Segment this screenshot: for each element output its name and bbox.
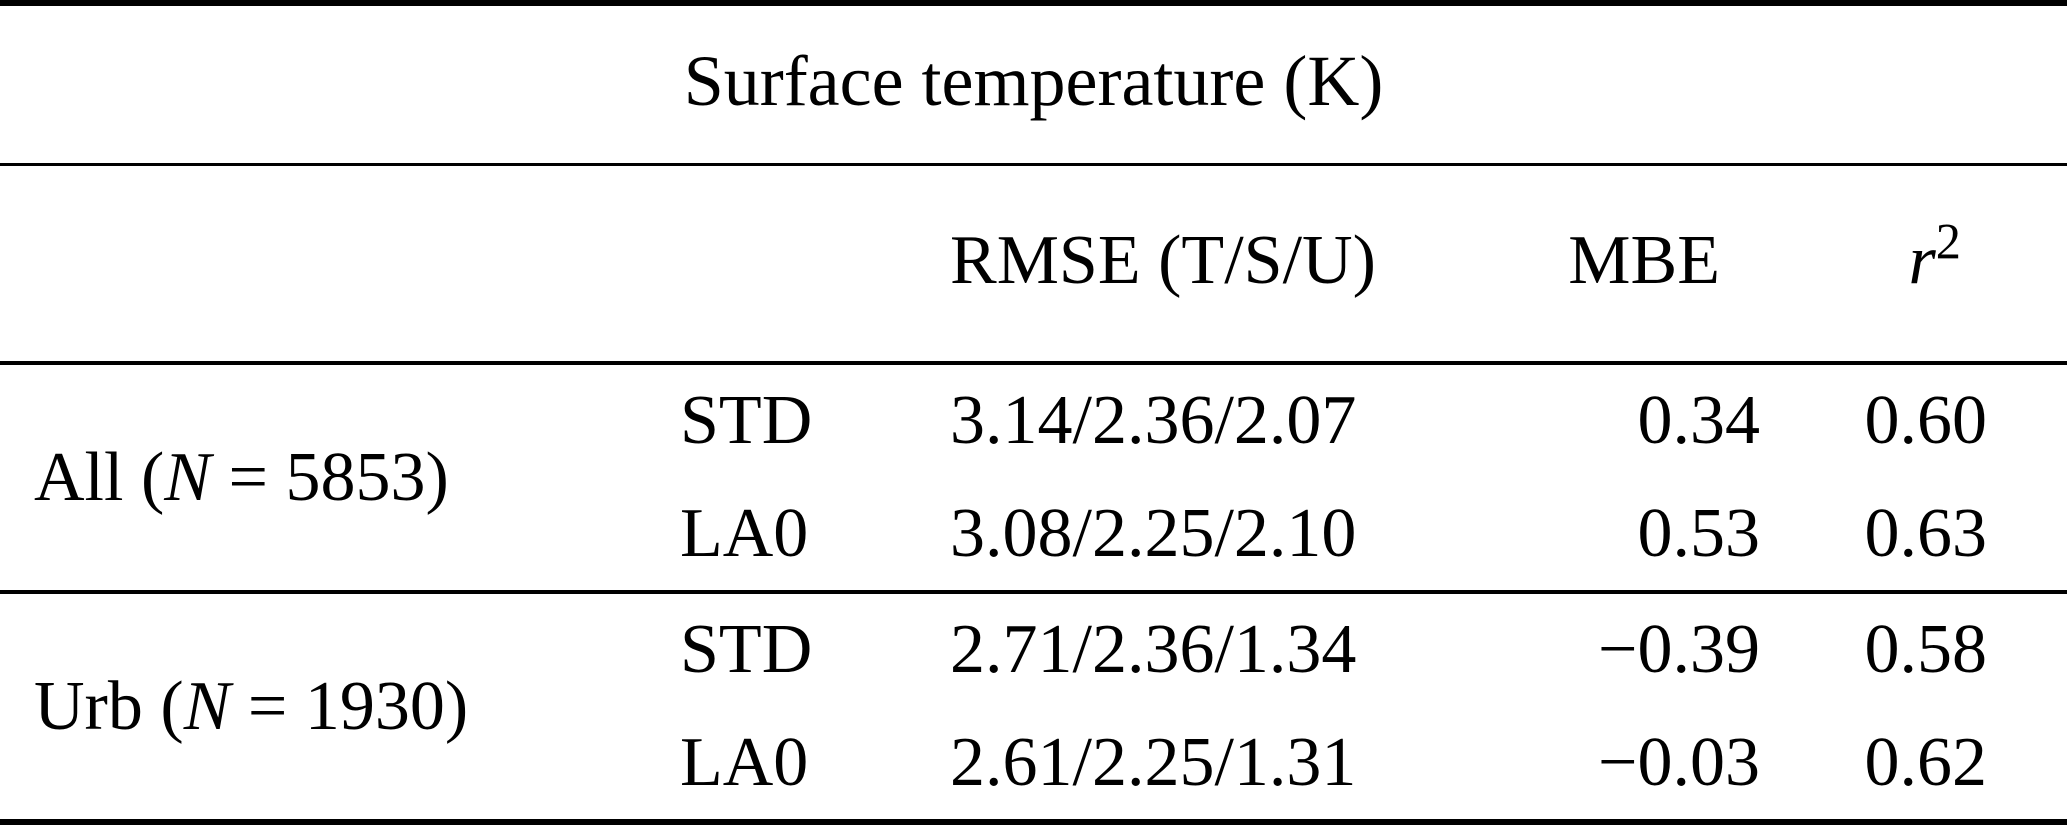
rmse-value: 2.71/2.36/1.34 <box>950 611 1357 689</box>
table-row: All (N = 5853) STD 3.14/2.36/2.07 0.34 0… <box>0 363 2067 515</box>
r2-value: 0.62 <box>1864 723 1988 801</box>
n-symbol: N <box>164 438 211 516</box>
model-name: LA0 <box>680 723 809 801</box>
col-header-empty-model <box>640 164 910 363</box>
table-row: LA0 3.08/2.25/2.10 0.53 0.63 <box>0 478 2067 593</box>
r-symbol: r <box>1908 221 1936 299</box>
group-label-prefix: Urb ( <box>34 667 184 745</box>
mbe-value: 0.53 <box>1637 494 1761 572</box>
col-header-rmse: RMSE (T/S/U) <box>950 221 1376 299</box>
n-symbol: N <box>183 667 231 745</box>
col-header-r2: r2 <box>1790 164 2067 363</box>
model-name: STD <box>680 611 813 689</box>
table-row: LA0 2.61/2.25/1.31 −0.03 0.62 <box>0 707 2067 823</box>
group-all: All (N = 5853) STD 3.14/2.36/2.07 0.34 0… <box>0 363 2067 592</box>
r2-value: 0.60 <box>1864 382 1988 460</box>
group-urb: Urb (N = 1930) STD 2.71/2.36/1.34 −0.39 … <box>0 592 2067 822</box>
rmse-value: 2.61/2.25/1.31 <box>950 723 1357 801</box>
table-head: Surface temperature (K) RMSE (T/S/U) MBE… <box>0 3 2067 363</box>
table-title: Surface temperature (K) <box>0 3 2067 166</box>
r2-value: 0.63 <box>1864 494 1988 572</box>
group-label-suffix: = 1930) <box>230 667 469 745</box>
rmse-value: 3.14/2.36/2.07 <box>950 382 1357 460</box>
mbe-value: 0.34 <box>1637 382 1761 460</box>
model-name: STD <box>680 382 813 460</box>
group-label-all: All (N = 5853) <box>0 363 640 592</box>
column-header-row: RMSE (T/S/U) MBE r2 <box>0 164 2067 363</box>
mbe-value: −0.03 <box>1598 723 1760 801</box>
col-header-mbe: MBE <box>1568 221 1720 299</box>
mbe-value: −0.39 <box>1598 611 1760 689</box>
group-label-urb: Urb (N = 1930) <box>0 592 640 822</box>
r2-superscript: 2 <box>1935 213 1961 270</box>
table-row: Urb (N = 1930) STD 2.71/2.36/1.34 −0.39 … <box>0 592 2067 744</box>
table-title-row: Surface temperature (K) <box>0 3 2067 166</box>
model-name: LA0 <box>680 494 809 572</box>
rmse-value: 3.08/2.25/2.10 <box>950 494 1357 572</box>
group-label-prefix: All ( <box>34 438 165 516</box>
group-label-suffix: = 5853) <box>210 438 449 516</box>
col-header-empty-label <box>0 164 640 363</box>
r2-value: 0.58 <box>1864 611 1988 689</box>
